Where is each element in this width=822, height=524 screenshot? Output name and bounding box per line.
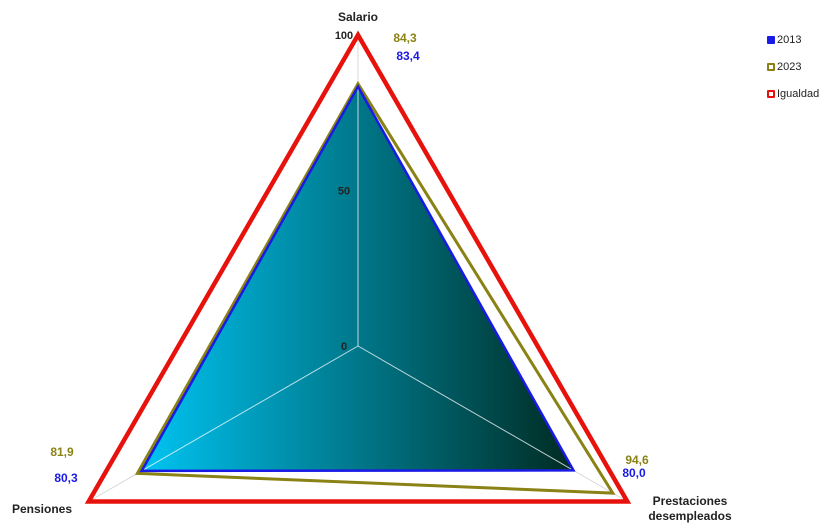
data-label-2013-salario: 83,4	[396, 49, 420, 63]
series-line-2013	[139, 84, 576, 473]
legend-swatch-2023	[767, 63, 775, 71]
series-line-2023	[134, 80, 616, 495]
radial-tick-label: 50	[338, 186, 350, 198]
legend-item-igualdad[interactable]: Igualdad	[767, 87, 819, 101]
axis-label-prestaciones-desempleados: desempleados	[648, 509, 732, 523]
legend-item-2023[interactable]: 2023	[767, 60, 819, 74]
radial-tick-label: 0	[341, 341, 347, 353]
axis-label-pensiones: Pensiones	[12, 502, 72, 516]
data-label-2013-pensiones: 80,3	[54, 471, 78, 485]
legend-swatch-igualdad	[767, 90, 775, 98]
data-label-2023-prestaciones-desempleados: 94,6	[625, 453, 649, 467]
legend-label-igualdad: Igualdad	[777, 88, 820, 100]
spoke-inner-pensiones	[141, 345, 359, 472]
radial-tick-label: 100	[335, 30, 353, 42]
legend-item-2013[interactable]: 2013	[767, 33, 819, 47]
data-label-2013-prestaciones-desempleados: 80,0	[622, 466, 646, 480]
series-line-igualdad	[84, 30, 632, 504]
axis-label-salario: Salario	[338, 10, 378, 24]
axis-label-prestaciones-desempleados: Prestaciones	[653, 494, 728, 508]
data-label-2023-salario: 84,3	[393, 31, 417, 45]
legend-swatch-2013	[767, 36, 775, 44]
data-label-2023-pensiones: 81,9	[50, 445, 74, 459]
legend-label-2013: 2013	[777, 34, 802, 46]
legend: 2013 2023 Igualdad	[767, 33, 819, 114]
legend-label-2023: 2023	[777, 61, 802, 73]
spoke-inner-prestaciones-desempleados	[357, 345, 574, 471]
